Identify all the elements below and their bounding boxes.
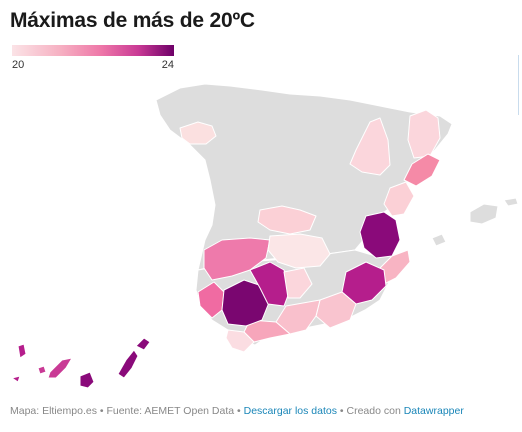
province-valencia [359,211,401,259]
province-ciudad-real [267,233,331,269]
island-la-gomera [37,365,47,375]
province-castellon [383,181,415,217]
island-fuerteventura [117,349,139,379]
datawrapper-link[interactable]: Datawrapper [403,405,464,417]
province-jaen [283,267,313,299]
province-toledo [257,205,317,235]
island-mallorca [469,203,499,225]
color-legend: 20 24 [12,45,174,71]
province-ourense [179,121,217,145]
legend-min-label: 20 [12,59,25,71]
download-data-link[interactable]: Descargar los datos [243,405,337,417]
map-title: Máximas de más de 20ºC [10,9,255,32]
island-gran-canaria [79,371,95,389]
scrollbar-edge [518,55,519,115]
island-lanzarote [135,337,151,351]
province-tarragona [403,153,441,187]
island-ibiza [431,233,447,247]
island-menorca [503,197,519,207]
spain-province-map [11,83,519,389]
island-el-hierro [11,375,21,383]
legend-max-label: 24 [161,59,174,71]
map-footer: Mapa: Eltiempo.es • Fuente: AEMET Open D… [10,405,464,417]
province-cordoba [249,261,291,307]
province-badajoz [203,237,271,281]
island-tenerife [47,357,73,379]
province-zaragoza [349,117,391,176]
province-cadiz [225,329,255,353]
footer-separator: • Creado con [337,405,404,417]
footer-source: Mapa: Eltiempo.es • Fuente: AEMET Open D… [10,405,244,417]
province-sevilla [221,279,271,327]
legend-gradient [12,45,174,56]
island-la-palma [17,343,27,359]
province-lleida [407,109,441,159]
